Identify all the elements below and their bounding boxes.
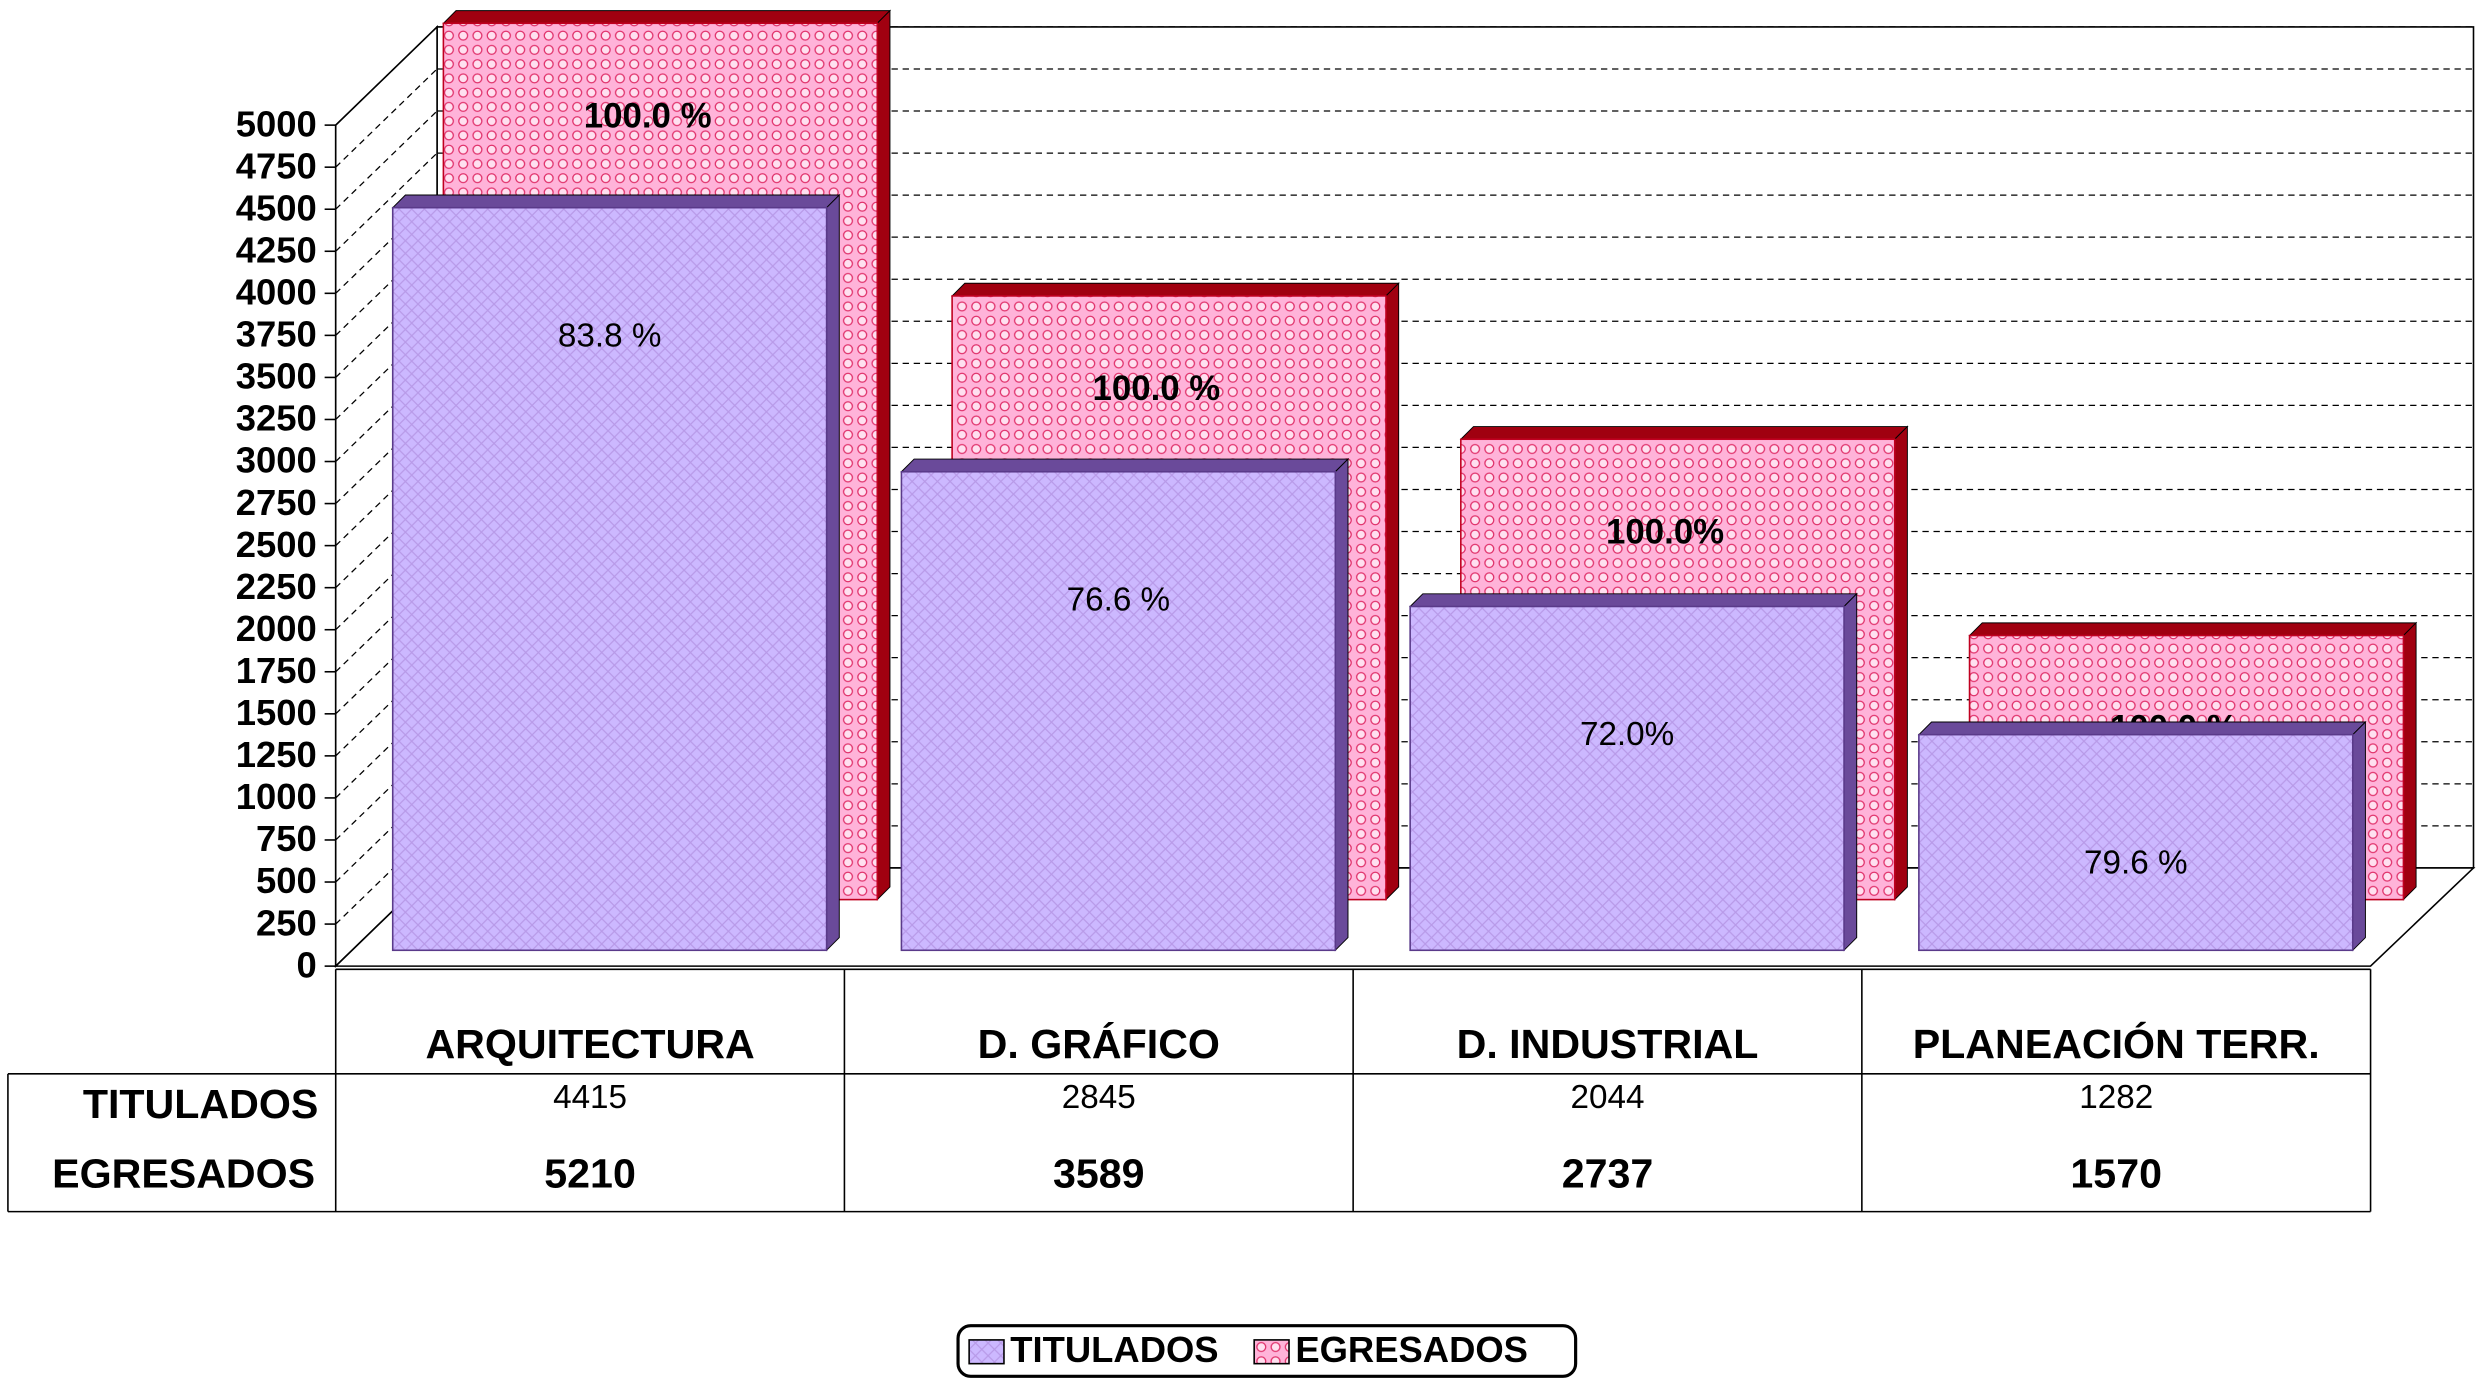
grid-line (335, 236, 438, 336)
table-cell: 3589 (1053, 1151, 1145, 1197)
grid-line (335, 320, 438, 420)
legend-label: EGRESADOS (1295, 1329, 1528, 1370)
legend-swatch (1253, 1339, 1290, 1365)
bar-annotation: 76.6 % (1067, 581, 1171, 618)
bar-face (1894, 425, 1908, 901)
table-cell: 2845 (1062, 1079, 1136, 1116)
x-tick-label: ARQUITECTURA (425, 1021, 754, 1067)
grid-line (335, 152, 438, 252)
y-tick-label: 2500 (236, 524, 317, 565)
table-cell: 4415 (553, 1079, 627, 1116)
y-tick-label: 2250 (236, 566, 317, 607)
grid-line (335, 110, 438, 210)
y-tick-label: 0 (296, 944, 316, 985)
y-tick-label: 4500 (236, 187, 317, 228)
bar-face (900, 458, 1350, 473)
legend-label: TITULADOS (1010, 1329, 1218, 1370)
x-tick-label: D. INDUSTRIAL (1457, 1021, 1759, 1067)
legend-swatch (968, 1339, 1005, 1365)
y-tick-label: 4000 (236, 272, 317, 313)
bar-annotation: 72.0% (1580, 716, 1674, 753)
bar-face (1968, 622, 2418, 637)
grid-line (335, 699, 438, 799)
bar-face (1917, 721, 2367, 736)
y-tick-label: 2750 (236, 482, 317, 523)
y-tick-label: 1250 (236, 734, 317, 775)
table-row-header: EGRESADOS (52, 1151, 315, 1197)
y-tick-label: 3500 (236, 356, 317, 397)
bar (900, 457, 1350, 952)
y-tick-label: 1000 (236, 776, 317, 817)
bar-face (1918, 733, 2354, 952)
bar-face (1385, 282, 1400, 901)
grid-line (335, 783, 438, 883)
y-tick-label: 4250 (236, 229, 317, 270)
bar-face (1334, 457, 1349, 952)
bar-face (1409, 593, 1858, 607)
bar (1409, 592, 1858, 952)
grid-line (335, 741, 438, 841)
table-cell: 1570 (2070, 1151, 2162, 1197)
y-tick-label: 1750 (236, 650, 317, 691)
y-tick-label: 250 (256, 902, 317, 943)
table-cell: 2044 (1571, 1079, 1645, 1116)
x-tick-label: PLANEACIÓN TERR. (1913, 1021, 2320, 1067)
y-tick-label: 5000 (236, 103, 317, 144)
bar-annotation: 83.8 % (558, 317, 662, 354)
grid-line (335, 615, 438, 715)
grid-line (335, 404, 438, 505)
x-tick-label: D. GRÁFICO (978, 1021, 1220, 1067)
bar-face (2352, 720, 2366, 952)
bar-annotation: 100.0 % (1092, 369, 1220, 408)
bar-face (826, 193, 840, 952)
bar-face (1409, 605, 1845, 952)
bar-face (876, 9, 891, 901)
y-tick-label: 3250 (236, 398, 317, 439)
y-tick-label: 3750 (236, 314, 317, 355)
grid-line (335, 278, 438, 378)
bar-annotation: 100.0% (1606, 512, 1724, 551)
grid-line (335, 657, 438, 757)
grid-line (335, 26, 438, 126)
grid-line (335, 362, 438, 462)
grid-line (335, 446, 438, 547)
bar-face (391, 206, 828, 952)
bar-face (900, 470, 1337, 952)
table-cell: 5210 (544, 1151, 636, 1197)
bar-face (2402, 621, 2417, 901)
bar-annotation: 100.0 % (584, 97, 712, 136)
y-tick-label: 3000 (236, 440, 317, 481)
y-tick-label: 4750 (236, 145, 317, 186)
y-tick-label: 750 (256, 818, 317, 859)
table-cell: 1282 (2079, 1079, 2153, 1116)
bar-annotation: 79.6 % (2084, 844, 2188, 881)
bar-face (391, 194, 841, 209)
grid-line (335, 489, 438, 589)
y-tick-label: 2000 (236, 608, 317, 649)
grid-line (335, 573, 438, 673)
grid-line (335, 531, 438, 631)
bar-face (442, 10, 892, 24)
bar-face (1459, 426, 1909, 440)
y-tick-label: 1500 (236, 692, 317, 733)
grid-line (335, 68, 438, 168)
grid-line (335, 825, 438, 925)
bar (391, 193, 841, 952)
bar-face (950, 282, 1400, 297)
y-tick-label: 500 (256, 860, 317, 901)
bar-face (1843, 592, 1858, 952)
table-row-header: TITULADOS (83, 1081, 318, 1127)
table-cell: 2737 (1562, 1151, 1654, 1197)
bar (1917, 720, 2367, 952)
grid-line (335, 194, 438, 294)
